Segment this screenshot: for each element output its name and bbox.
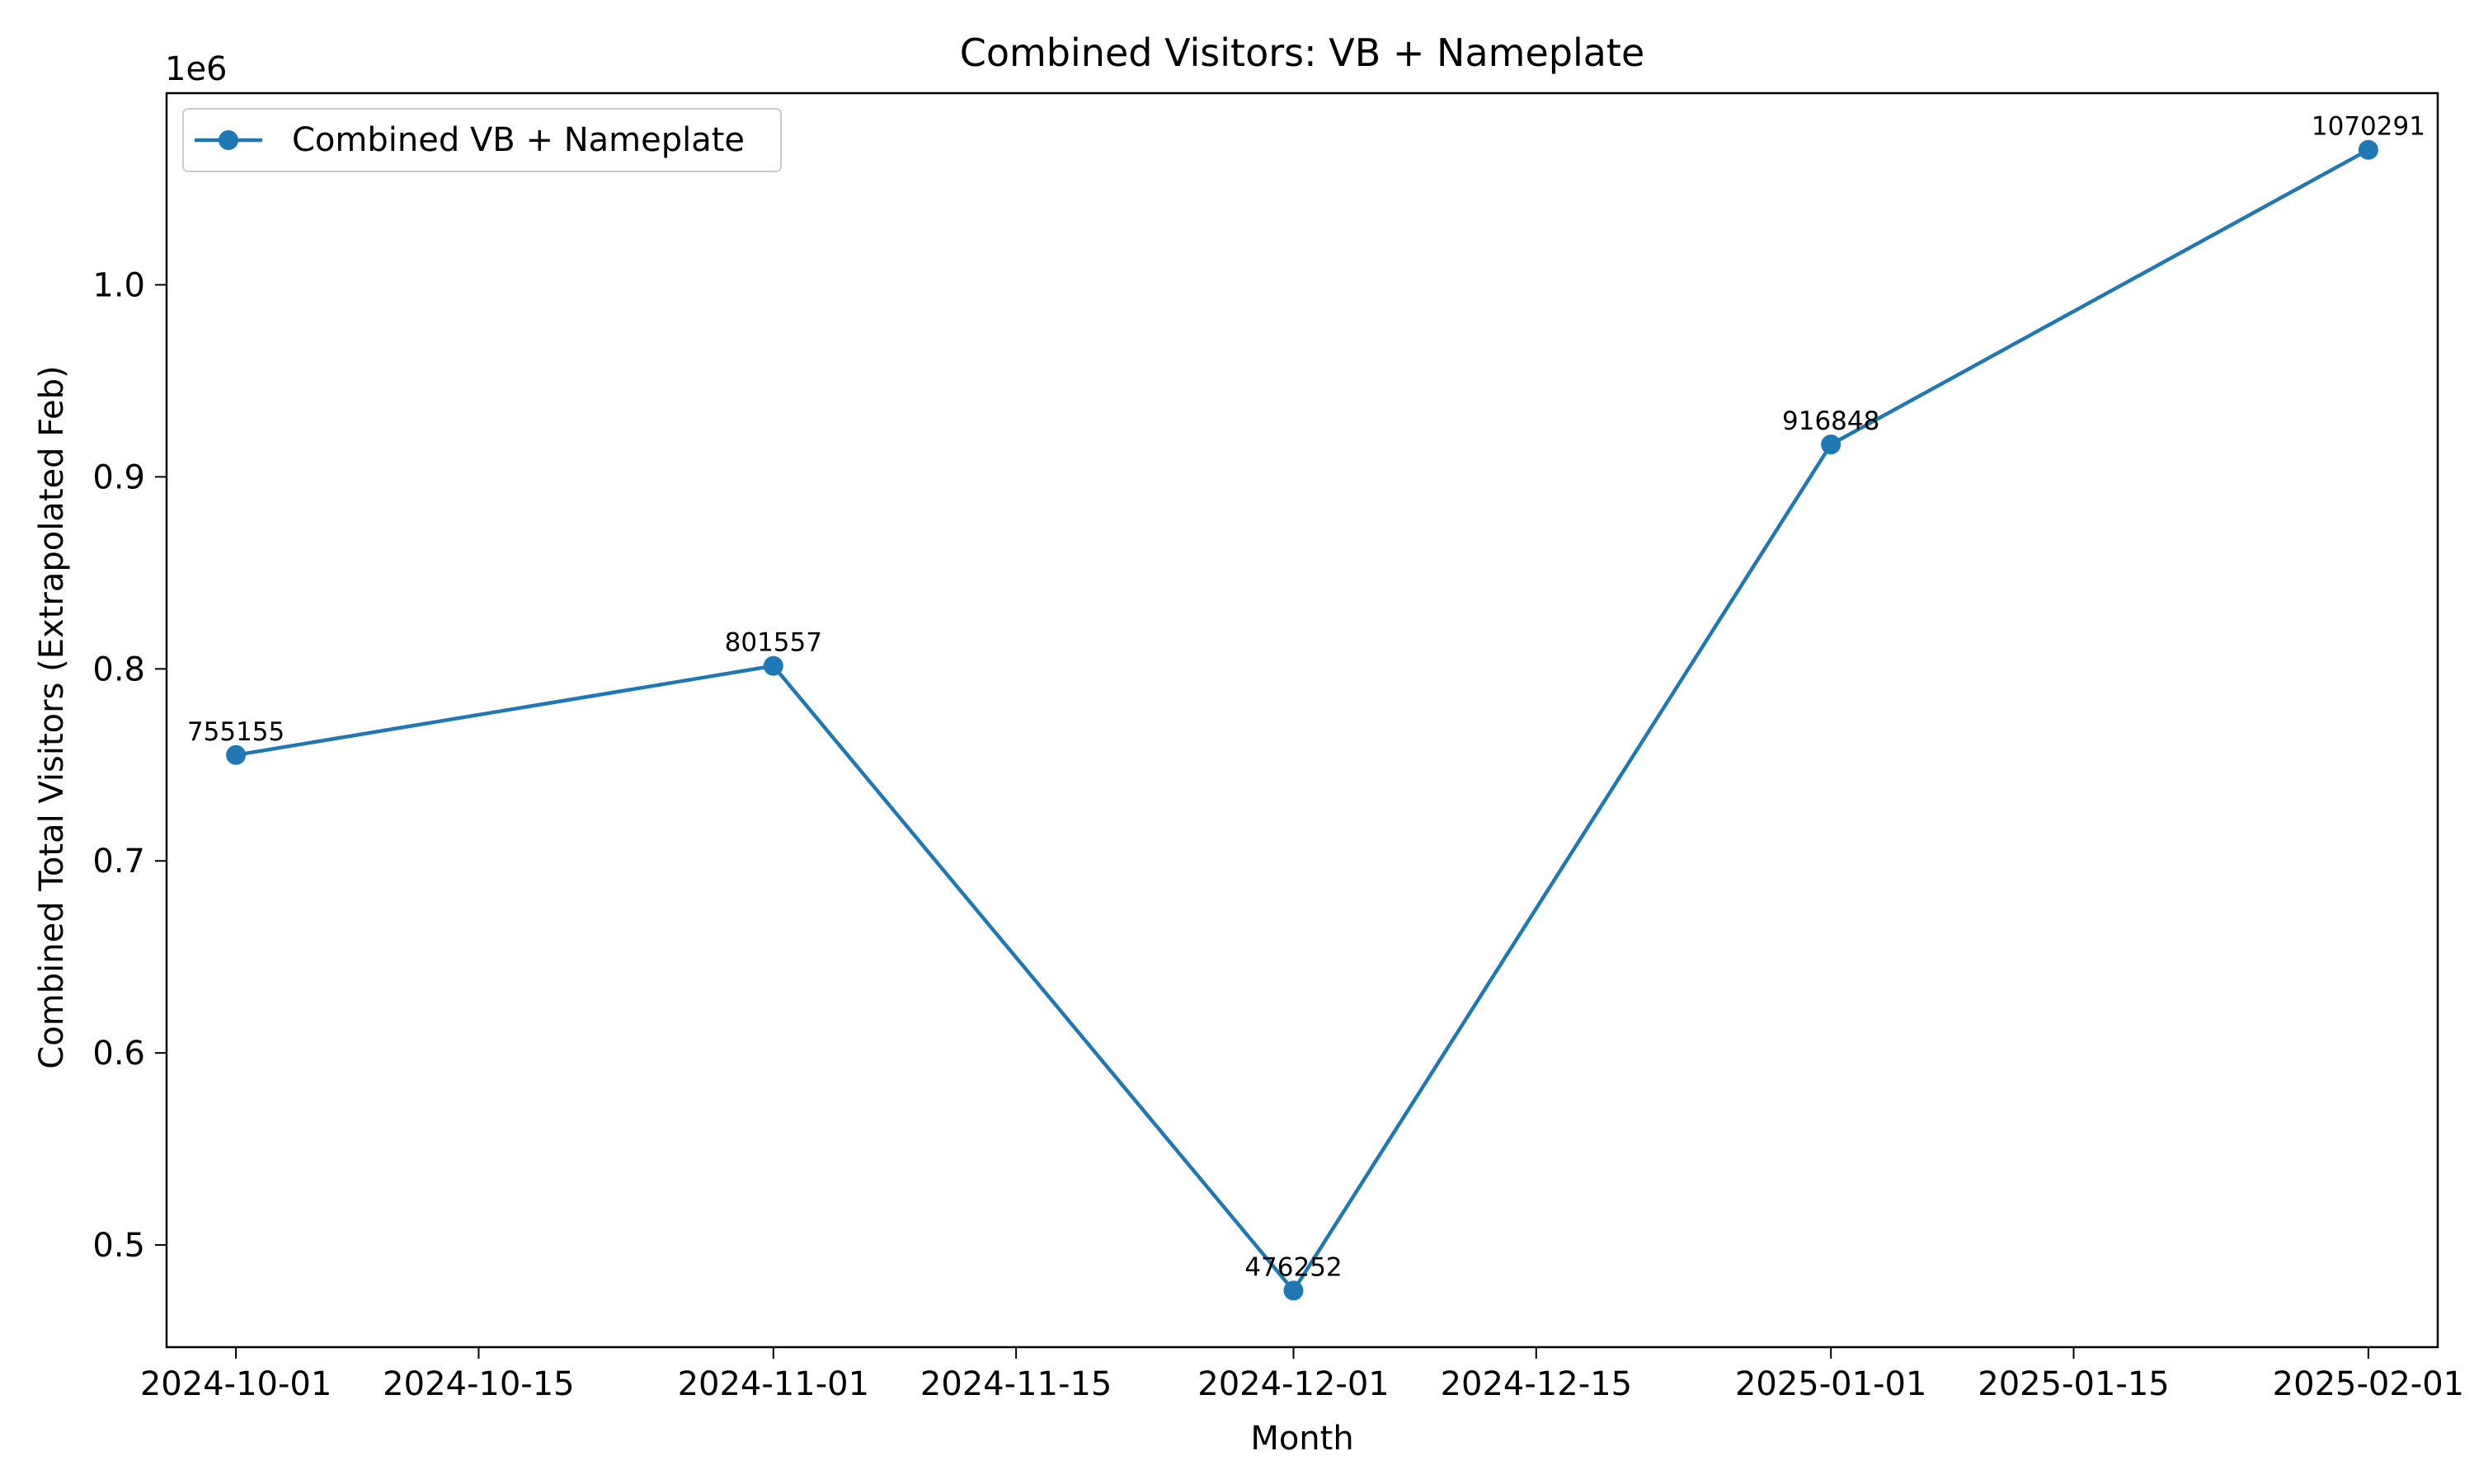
y-tick-label: 0.9 [92,458,145,496]
legend-box [182,108,782,172]
x-tick-label: 2024-11-15 [920,1365,1112,1403]
axes-frame [165,92,2439,1349]
y-tick-label: 0.5 [92,1227,145,1265]
x-tick-label: 2024-10-15 [383,1365,574,1403]
data-label: 1070291 [2312,112,2425,142]
y-tick-label: 0.8 [92,650,145,688]
y-offset-label: 1e6 [165,50,228,88]
x-tick-label: 2024-12-15 [1441,1365,1632,1403]
x-tick-label: 2025-01-01 [1735,1365,1926,1403]
legend-label: Combined VB + Nameplate [292,121,745,159]
x-tick-label: 2024-11-01 [678,1365,869,1403]
plot-area: 2024-10-01 2024-10-15 2024-11-01 2024-11-15… [92,92,2464,1403]
data-point [1283,1280,1304,1301]
y-tick-label: 0.6 [92,1035,145,1073]
y-tick-label: 1.0 [92,266,145,304]
data-point [2358,139,2378,160]
data-label: 916848 [1782,406,1879,436]
x-tick-label: 2025-01-15 [1978,1365,2169,1403]
x-tick-label: 2024-10-01 [140,1365,332,1403]
data-point [763,655,783,676]
legend-marker [219,130,238,150]
data-label: 755155 [187,717,285,747]
y-axis-label: Combined Total Visitors (Extrapolated Fe… [33,365,71,1068]
x-axis-label: Month [1250,1420,1353,1458]
chart-title: Combined Visitors: VB + Nameplate [960,31,1645,75]
data-point [226,744,247,765]
data-label: 476252 [1244,1252,1342,1282]
data-point [1821,434,1841,455]
y-tick-label: 0.7 [92,843,145,881]
x-tick-label: 2025-02-01 [2273,1365,2464,1403]
x-tick-label: 2024-12-01 [1197,1365,1389,1403]
data-label: 801557 [725,628,822,658]
